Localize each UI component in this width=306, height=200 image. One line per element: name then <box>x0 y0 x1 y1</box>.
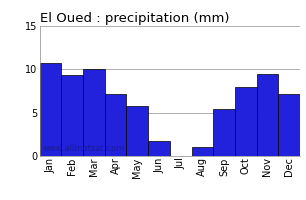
Bar <box>278 94 300 156</box>
Bar <box>126 106 148 156</box>
Bar <box>235 87 256 156</box>
Bar <box>213 109 235 156</box>
Bar <box>148 141 170 156</box>
Bar <box>83 69 105 156</box>
Bar <box>105 94 126 156</box>
Bar <box>40 63 62 156</box>
Bar <box>62 75 83 156</box>
Text: El Oued : precipitation (mm): El Oued : precipitation (mm) <box>40 12 229 25</box>
Bar <box>192 147 213 156</box>
Text: www.allmetsat.com: www.allmetsat.com <box>42 144 125 153</box>
Bar <box>256 74 278 156</box>
